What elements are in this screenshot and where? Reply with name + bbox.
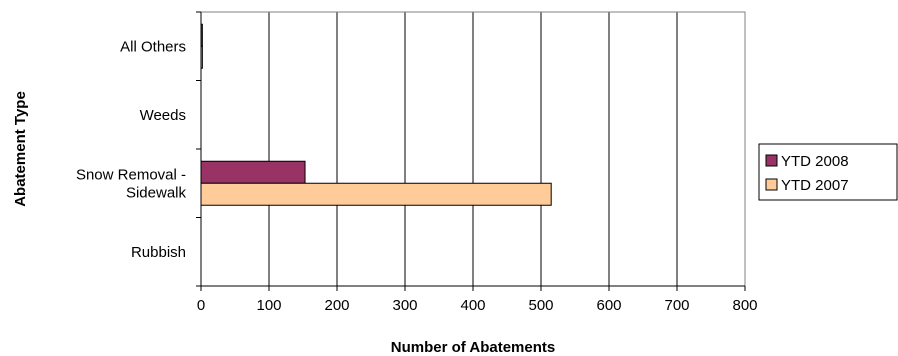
bars [200, 23, 552, 206]
x-tick-label: 500 [528, 297, 553, 314]
legend-box [758, 143, 898, 201]
legend-label: YTD 2008 [781, 153, 849, 170]
bar [200, 160, 306, 184]
x-tick-label: 800 [732, 297, 757, 314]
axes [196, 11, 746, 291]
y-category-label: Rubbish [131, 244, 186, 261]
y-category-label: All Others [120, 38, 186, 55]
x-tick-label: 400 [460, 297, 485, 314]
legend-swatch [765, 154, 778, 167]
y-category-label: Weeds [140, 107, 186, 124]
bar [200, 182, 552, 206]
x-tick-label: 300 [392, 297, 417, 314]
gridlines [268, 12, 678, 286]
legend-swatch [765, 178, 778, 191]
legend-label: YTD 2007 [781, 177, 849, 194]
y-axis-title: Abatement Type [12, 91, 29, 207]
x-axis-title: Number of Abatements [391, 339, 555, 356]
x-tick-label: 200 [324, 297, 349, 314]
legend: YTD 2008 YTD 2007 [758, 143, 898, 201]
x-tick-label: 600 [596, 297, 621, 314]
x-tick-label: 0 [197, 297, 205, 314]
y-category-labels: All Others Weeds Snow Removal -Sidewalk Rub… [76, 38, 187, 261]
x-tick-label: 100 [256, 297, 281, 314]
x-tick-label: 700 [664, 297, 689, 314]
x-tick-labels: 0 100 200 300 400 500 600 700 800 [197, 297, 758, 314]
y-category-label: Snow Removal -Sidewalk [76, 166, 187, 201]
